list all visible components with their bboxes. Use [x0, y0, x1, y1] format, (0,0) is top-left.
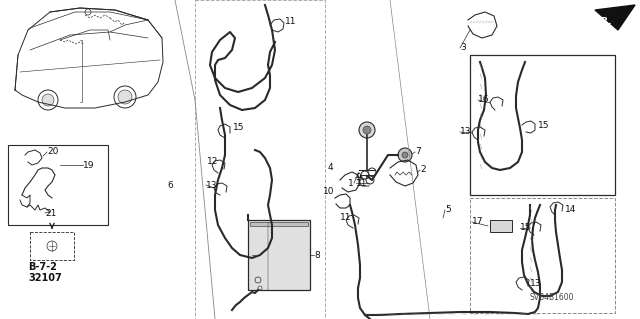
Polygon shape	[595, 5, 635, 30]
Circle shape	[359, 122, 375, 138]
Text: 10: 10	[323, 188, 335, 197]
Text: SVB4B1600: SVB4B1600	[530, 293, 575, 302]
Text: 16: 16	[478, 95, 490, 105]
Circle shape	[118, 90, 132, 104]
Text: 14: 14	[565, 205, 577, 214]
Text: 32107: 32107	[28, 273, 61, 283]
Text: 7: 7	[415, 147, 420, 157]
Text: 13: 13	[460, 128, 472, 137]
Text: 11: 11	[285, 18, 296, 26]
Bar	[30, 232, 74, 260]
Text: 6: 6	[167, 181, 173, 189]
Circle shape	[398, 148, 412, 162]
Text: 15: 15	[538, 121, 550, 130]
Text: B-7-2: B-7-2	[28, 262, 57, 272]
Text: 20: 20	[47, 147, 58, 157]
Text: 12: 12	[207, 158, 218, 167]
Text: 1: 1	[348, 179, 354, 188]
Bar	[470, 55, 615, 195]
Text: 13: 13	[206, 181, 218, 189]
Circle shape	[402, 152, 408, 158]
Bar	[470, 198, 615, 313]
Text: FR.: FR.	[595, 18, 611, 26]
Bar	[8, 145, 108, 225]
Bar	[490, 220, 512, 232]
Text: 8: 8	[314, 250, 320, 259]
Text: 9: 9	[355, 174, 361, 182]
Bar	[250, 222, 308, 226]
Text: 15: 15	[233, 123, 244, 132]
Text: 19: 19	[83, 160, 95, 169]
Text: 4: 4	[328, 164, 333, 173]
Bar	[195, 0, 325, 319]
Text: 11: 11	[356, 179, 367, 188]
Text: 2: 2	[420, 166, 426, 174]
Bar	[248, 220, 310, 290]
Text: 15: 15	[520, 224, 531, 233]
Circle shape	[42, 94, 54, 106]
Text: 17: 17	[472, 218, 483, 226]
Circle shape	[363, 126, 371, 134]
Text: 3: 3	[460, 43, 466, 53]
Text: 13: 13	[530, 278, 541, 287]
Text: 21: 21	[45, 209, 56, 218]
Text: 5: 5	[445, 205, 451, 214]
Text: 11: 11	[340, 213, 351, 222]
